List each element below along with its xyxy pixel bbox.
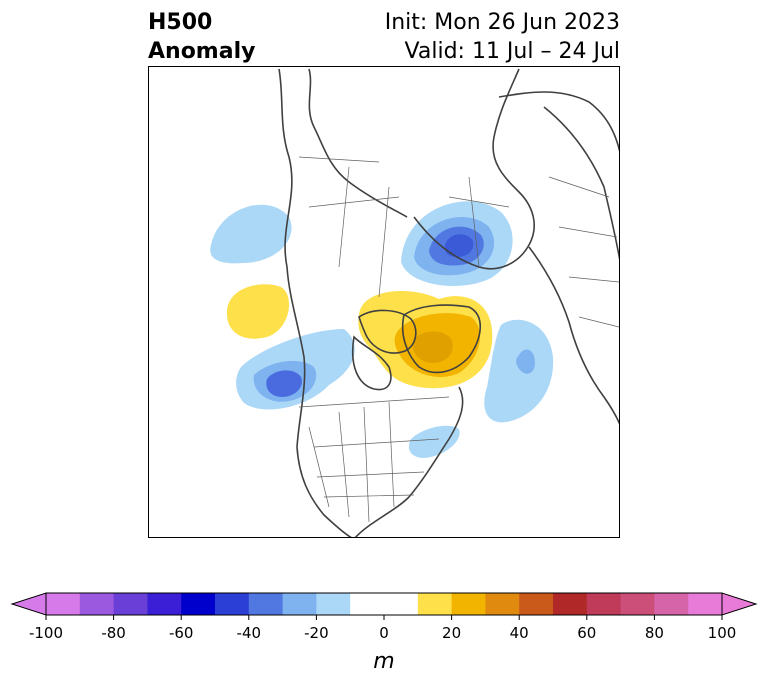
colorbar-graphic: -100 -80 -60 -40 -20 0 20 40 60 80 100 m — [10, 592, 758, 674]
colorbar-segment — [282, 593, 317, 615]
colorbar-segment — [417, 593, 453, 615]
map-title: H500 Anomaly — [148, 8, 255, 66]
date-info: Init: Mon 26 Jun 2023 Valid: 11 Jul – 24… — [385, 8, 620, 66]
colorbar-segment — [519, 593, 554, 615]
anomaly-low-us-east-coast — [408, 425, 460, 458]
colorbar-tick-label: 60 — [577, 624, 596, 642]
colorbar-tick-label: 100 — [708, 624, 737, 642]
colorbar-tick-label: -20 — [304, 624, 329, 642]
colorbar-segment — [485, 593, 520, 615]
colorbar-segment — [113, 593, 148, 615]
colorbar-segment — [451, 593, 486, 615]
coastlines — [278, 68, 619, 537]
colorbar-tick-label: 40 — [510, 624, 529, 642]
political-borders — [298, 156, 619, 523]
colorbar-segment — [553, 593, 588, 615]
title-line-variable: H500 — [148, 10, 213, 35]
colorbar-segment — [46, 593, 81, 615]
anomaly-low-barents-kara — [401, 201, 513, 286]
colorbar-segment — [688, 593, 723, 615]
colorbar-tick-label: -80 — [101, 624, 126, 642]
anomaly-low-north-atlantic — [484, 319, 554, 423]
anomaly-low-northeast-pacific — [210, 204, 292, 264]
colorbar-extend-low — [10, 592, 47, 616]
title-line-field: Anomaly — [148, 39, 256, 64]
colorbar-segment — [620, 593, 655, 615]
colorbar-segment — [181, 593, 216, 615]
colorbar-segment — [384, 593, 419, 615]
colorbar-segment — [316, 593, 351, 615]
colorbar-tick-label: 0 — [379, 624, 389, 642]
valid-range: Valid: 11 Jul – 24 Jul — [404, 39, 620, 64]
anomaly-high-greenland — [358, 291, 493, 389]
colorbar-segment — [654, 593, 689, 615]
colorbar-segment — [248, 593, 284, 615]
colorbar-tick-label: -100 — [29, 624, 63, 642]
colorbar-tick-label: -40 — [237, 624, 262, 642]
colorbar-segment — [147, 593, 182, 615]
init-date: Init: Mon 26 Jun 2023 — [384, 10, 620, 35]
colorbar-tick-label: -60 — [169, 624, 194, 642]
anomaly-map — [210, 68, 619, 537]
colorbar-segment — [215, 593, 250, 615]
map-panel — [148, 66, 620, 538]
colorbar-unit-label: m — [373, 649, 394, 674]
colorbar-segment — [79, 593, 115, 615]
colorbar: -100 -80 -60 -40 -20 0 20 40 60 80 100 m — [0, 584, 768, 684]
colorbar-segment — [586, 593, 622, 615]
colorbar-tick-label: 20 — [442, 624, 461, 642]
colorbar-tick-label: 80 — [645, 624, 664, 642]
anomaly-high-gulf-of-alaska — [226, 284, 290, 339]
colorbar-extend-high — [721, 592, 758, 616]
anomaly-low-pacific-northwest — [236, 329, 355, 410]
colorbar-segment — [350, 593, 385, 615]
